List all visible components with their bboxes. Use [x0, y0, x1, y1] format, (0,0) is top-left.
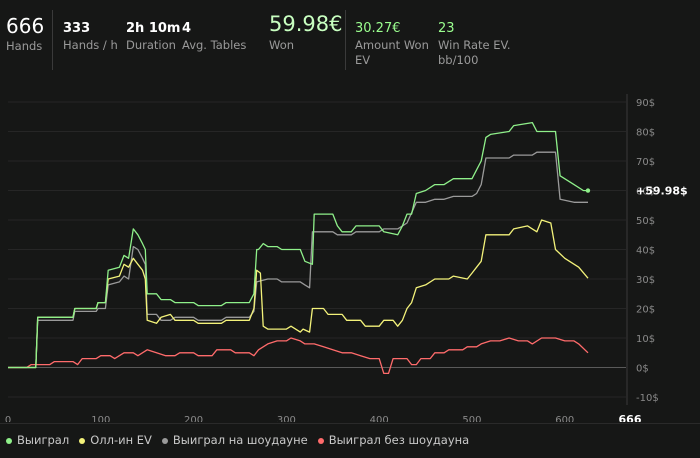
x-tick-label: 600 [555, 415, 574, 422]
stat-avg-tables-value: 4 [182, 21, 192, 36]
legend-item[interactable]: Выиграл [6, 433, 69, 447]
x-tick-label: 500 [462, 415, 481, 422]
legend-item[interactable]: Выиграл без шоудауна [317, 433, 470, 447]
legend-divider [0, 423, 700, 424]
chart-legend: Выиграл Олл-ин EV Выиграл на шоудауне Выигр… [6, 433, 479, 449]
stat-won: 59.98€ Won [269, 12, 342, 53]
stat-duration: 2h 10m Duration [126, 21, 180, 53]
y-tick-label: 40$ [636, 246, 655, 257]
stat-hands-label: Hands [6, 39, 43, 53]
legend-dot-icon [79, 437, 86, 444]
legend-dot-icon [317, 437, 324, 444]
stat-hands-per-hour-value: 333 [63, 21, 91, 36]
legend-dot-icon [6, 437, 12, 444]
legend-label: Выиграл на шоудауне [172, 433, 308, 447]
legend-label: Выиграл без шоудауна [328, 433, 470, 447]
y-tick-label: 10$ [636, 334, 655, 345]
stat-amount-won-ev-value: 30.27€ [355, 21, 401, 36]
stat-win-rate-ev-value: 23 [438, 21, 455, 36]
stat-won-value: 59.98€ [269, 12, 343, 36]
x-tick-label: 200 [184, 415, 203, 422]
stat-avg-tables-label: Avg. Tables [182, 38, 247, 52]
stat-duration-value: 2h 10m [126, 21, 181, 36]
stats-divider [345, 10, 346, 70]
legend-item[interactable]: Олл-ин EV [79, 433, 152, 447]
y-tick-label: 60$ [636, 187, 655, 198]
profit-chart[interactable]: 90$ 80$ 70$ 60$ 50$ 40$ 30$ 20$ 10$ 0$ -10$ 0 100 200… [0, 92, 700, 422]
stats-divider [52, 10, 53, 70]
series-line-3 [8, 337, 589, 375]
series-end-point [585, 188, 591, 193]
legend-item[interactable]: Выиграл на шоудауне [161, 433, 308, 447]
y-tick-label: 20$ [636, 305, 655, 316]
stat-won-label: Won [269, 38, 295, 52]
stat-avg-tables: 4 Avg. Tables [182, 21, 246, 53]
legend-label: Выиграл [17, 433, 70, 447]
stat-amount-won-ev-label: Amount Won EV [355, 38, 429, 67]
y-tick-label: -10$ [636, 393, 659, 404]
stat-hands-value: 666 [6, 14, 45, 38]
y-tick-label: 70$ [636, 157, 655, 168]
legend-dot-icon [161, 437, 168, 444]
stats-bar: 666 Hands 333 Hands / h 2h 10m Duration … [0, 0, 700, 80]
y-tick-label: 80$ [636, 128, 655, 139]
y-tick-label: 30$ [636, 275, 655, 286]
y-tick-label: 50$ [636, 216, 655, 227]
x-tick-label: 400 [370, 415, 389, 422]
series-line-0 [8, 121, 589, 369]
stat-amount-won-ev: 30.27€ Amount Won EV [355, 21, 431, 68]
y-tick-label: 0$ [636, 364, 649, 375]
stat-win-rate-ev: 23 Win Rate EV. bb/100 [438, 21, 518, 68]
stat-win-rate-ev-label: Win Rate EV. bb/100 [438, 38, 511, 67]
stat-duration-label: Duration [126, 38, 176, 52]
stat-hands-per-hour: 333 Hands / h [63, 21, 118, 53]
series-line-1 [8, 219, 589, 369]
y-tick-label: 90$ [636, 98, 655, 109]
final-value-label: +59.98$ [636, 185, 688, 198]
legend-label: Олл-ин EV [90, 433, 152, 447]
x-tick-label: 0 [5, 415, 11, 422]
stat-hands: 666 Hands [6, 14, 44, 54]
stat-hands-per-hour-label: Hands / h [63, 38, 118, 52]
x-tick-label: 100 [91, 415, 110, 422]
x-tick-label: 300 [277, 415, 296, 422]
x-end-label: 666 [619, 413, 642, 422]
series-line-2 [8, 151, 588, 369]
